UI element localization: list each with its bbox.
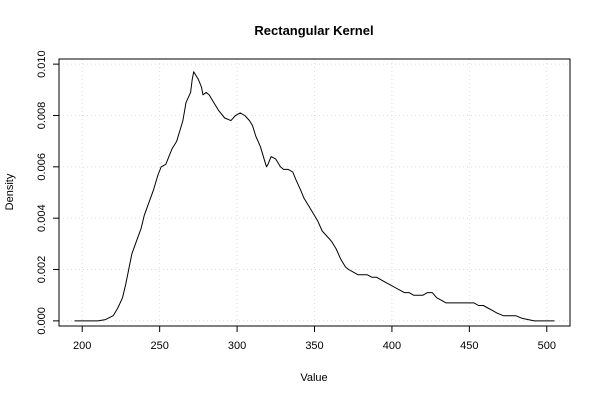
x-tick-label: 200 xyxy=(73,340,91,352)
y-tick-label: 0.006 xyxy=(36,153,48,181)
x-tick-label: 400 xyxy=(383,340,401,352)
y-axis: 0.000 0.002 0.004 0.006 0.008 0.010 xyxy=(36,50,60,335)
grid xyxy=(59,59,570,326)
y-tick-label: 0.002 xyxy=(36,256,48,284)
x-axis: 200 250 300 350 400 450 500 xyxy=(73,325,556,352)
x-tick-label: 250 xyxy=(150,340,168,352)
y-tick-label: 0.004 xyxy=(36,204,48,232)
density-line xyxy=(74,71,555,322)
y-tick-label: 0.000 xyxy=(36,307,48,335)
x-tick-label: 350 xyxy=(305,340,323,352)
chart-title: Rectangular Kernel xyxy=(254,23,373,38)
y-tick-label: 0.008 xyxy=(36,102,48,130)
x-axis-label: Value xyxy=(300,372,327,384)
series-layer xyxy=(74,71,555,322)
y-axis-label: Density xyxy=(4,173,16,210)
x-tick-label: 500 xyxy=(538,340,556,352)
x-tick-label: 450 xyxy=(460,340,478,352)
x-tick-label: 300 xyxy=(228,340,246,352)
y-tick-label: 0.010 xyxy=(36,50,48,78)
